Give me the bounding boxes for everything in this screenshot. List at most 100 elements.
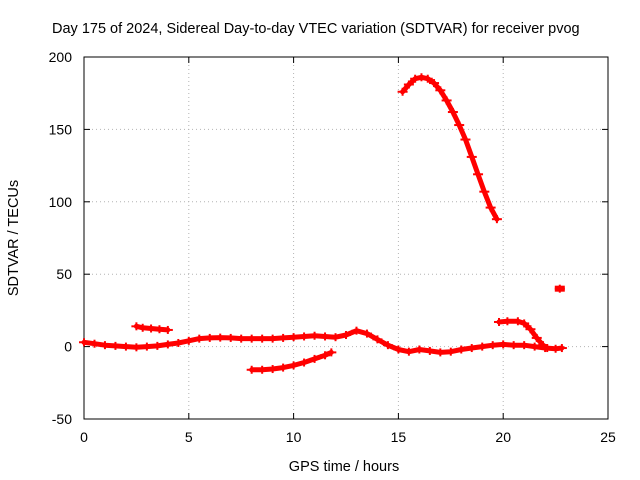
series-point-23h [554,284,565,293]
data-point [309,354,320,363]
data-point [79,338,89,347]
data-point [141,342,152,351]
data-point [330,333,341,342]
data-point [529,342,540,351]
data-point [512,317,523,326]
data-point [454,121,465,130]
data-point [441,96,452,105]
y-tick-label: 0 [64,339,72,355]
data-point [508,341,519,350]
data-point [542,344,553,353]
data-point [137,323,148,332]
data-point [554,284,565,293]
data-point [403,80,414,89]
data-point [288,361,299,370]
data-point [531,333,542,342]
data-point [320,351,331,360]
data-point [466,152,477,161]
data-point [154,325,165,334]
axis-ticks [83,56,609,420]
data-point [204,333,215,342]
data-point [416,73,427,82]
data-point [110,341,121,350]
data-point [460,135,471,144]
data-point [162,325,173,334]
x-tick-label: 5 [185,429,193,445]
data-point [215,333,226,342]
data-point [194,334,205,343]
data-point [429,79,440,88]
data-point [246,334,257,343]
data-point [410,74,421,83]
data-point [267,365,278,374]
data-point [225,333,236,342]
data-point [519,319,530,328]
data-point [246,365,257,374]
data-point [131,343,142,352]
data-point [525,325,536,334]
data-point [183,336,194,345]
x-tick-label: 15 [391,429,407,445]
y-tick-label: 100 [49,194,73,210]
x-tick-label: 10 [286,429,302,445]
data-point [173,338,184,347]
data-point [89,339,100,348]
data-point [267,334,278,343]
data-point [556,344,567,353]
data-point [236,334,247,343]
series-arc-16h [397,73,502,224]
data-point [397,87,408,96]
data-point [351,326,362,335]
data-point [146,324,157,333]
data-point [519,341,530,350]
y-tick-label: 200 [49,49,73,65]
plot-frame [83,56,609,420]
data-point [414,345,425,354]
series-baseline [79,326,567,357]
data-point [299,332,310,341]
x-axis-label: GPS time / hours [289,459,399,475]
y-axis-label: SDTVAR / TECUs [6,180,22,296]
data-point [466,344,477,353]
tick-labels: 0 5 10 15 20 25 -50 0 50 100 150 200 [49,49,616,445]
data-point [131,322,142,331]
data-point [341,331,351,340]
data-point [435,348,446,357]
y-tick-label: 50 [56,266,72,282]
data-point [422,74,433,83]
data-point [257,365,268,374]
data-point [403,347,414,356]
data-point [491,215,502,224]
data-point [498,340,509,349]
data-point [257,334,268,343]
data-point [99,341,110,350]
series-segment-8h [246,348,337,374]
data-point [382,341,393,350]
series-bump-21h [494,317,553,353]
x-tick-label: 25 [600,429,616,445]
data-point [393,345,404,354]
data-point [288,333,299,342]
data-point [299,358,310,367]
data-point [485,203,496,212]
data-point [447,108,458,117]
x-tick-label: 20 [495,429,511,445]
data-point [473,170,484,179]
data-point [479,187,490,196]
data-point [445,347,456,356]
data-point [326,348,337,357]
series-segment-3h [131,322,173,334]
y-tick-label: -50 [52,411,72,427]
data-point [278,333,289,342]
data-point [320,332,331,341]
data-point [487,341,498,350]
data-point [435,86,446,95]
data-point [361,329,372,338]
data-point [162,340,173,349]
data-point [456,345,467,354]
data-point [278,363,289,372]
data-series [79,73,567,374]
data-point [502,317,513,326]
chart-title: Day 175 of 2024, Sidereal Day-to-day VTE… [52,21,580,37]
data-point [424,346,435,355]
